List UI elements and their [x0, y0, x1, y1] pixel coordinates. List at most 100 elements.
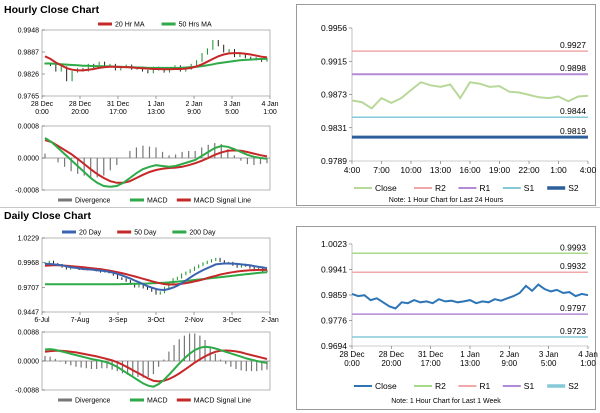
- daily-price-xtick-label: 6-Jul: [34, 317, 50, 324]
- daily-price-xtick-label: 3-Oct: [147, 317, 164, 324]
- daily-levels-xtick-label-time: 0:00: [344, 359, 360, 368]
- hourly-levels-xtick-label: 7:00: [373, 165, 390, 175]
- hourly-macd-macd-line: [44, 137, 268, 188]
- daily-levels-xtick-label-time: 9:00: [502, 359, 518, 368]
- hourly-levels-level-label-2: 0.9844: [560, 106, 586, 116]
- daily-levels-legend-label-1: R2: [435, 381, 446, 391]
- hourly-price-xtick-label: 1 Jan: [147, 101, 164, 108]
- hourly-levels-xtick-label: 22:00: [518, 165, 540, 175]
- daily-macd-legend-label-0: Divergence: [75, 398, 111, 405]
- hourly-levels-ytick-label: 0.9831: [321, 123, 347, 133]
- hourly-macd-ytick-label: 0.0000: [18, 156, 40, 163]
- daily-levels-frame: [296, 226, 596, 410]
- hourly-levels-xtick-label: 10:00: [400, 165, 422, 175]
- daily-levels-level-label-1: 0.9932: [560, 261, 586, 271]
- daily-levels-xtick-label-time: 17:00: [421, 359, 442, 368]
- daily-price-legend-label-0: 20 Day: [79, 230, 102, 237]
- hourly-price-xtick-label: 28 Dec: [31, 101, 54, 108]
- hourly-levels-legend-label-2: R1: [479, 183, 490, 193]
- hourly-levels-frame: [296, 4, 596, 206]
- hourly-levels-legend-label-4: S2: [568, 183, 579, 193]
- hourly-levels-note: Note: 1 Hour Chart for Last 24 Hours: [388, 197, 504, 204]
- daily-levels-xtick-label: 4 Jan: [578, 350, 598, 359]
- hourly-levels-level-label-3: 0.9819: [560, 126, 586, 136]
- daily-price-xtick-label: 3-Dec: [223, 317, 242, 324]
- hourly-levels-xtick-label: 4:00: [344, 165, 361, 175]
- hourly-price-xtick-label: 2 Jan: [185, 101, 202, 108]
- daily-levels-xtick-label: 2 Jan: [500, 350, 520, 359]
- daily-price-ma20-line: [45, 262, 268, 292]
- daily-levels-xtick-label-time: 5:00: [541, 359, 557, 368]
- hourly-macd-chart: 0.0008 0.0000 -0.0008 Divergence MACD MACD Si…: [15, 124, 271, 205]
- hourly-macd-legend-label-2: MACD Signal Line: [194, 198, 251, 205]
- daily-price-xtick-label: 2-Nov: [185, 317, 204, 324]
- hourly-levels-ytick-label: 0.9956: [321, 23, 347, 33]
- daily-macd-legend-label-1: MACD: [147, 398, 168, 405]
- hourly-price-xtick-label: 31 Dec: [107, 101, 130, 108]
- daily-macd-chart: 0.0088 0.0000 -0.0088 Divergence MACD MACD Si…: [15, 330, 271, 405]
- hourly-levels-xtick-label: 16:00: [459, 165, 481, 175]
- daily-levels-legend-label-4: S2: [568, 381, 579, 391]
- hourly-levels-ytick-label: 0.9915: [321, 56, 347, 66]
- daily-macd-ytick-label: 0.0000: [18, 359, 40, 366]
- daily-price-ytick-label: 0.9968: [18, 260, 40, 267]
- hourly-levels-ytick-label: 0.9789: [321, 156, 347, 166]
- hourly-heading: Hourly Close Chart: [4, 4, 100, 16]
- hourly-macd-legend-label-1: MACD: [147, 198, 168, 205]
- daily-levels-legend-label-3: S1: [524, 381, 535, 391]
- hourly-macd-ytick-label: 0.0008: [18, 124, 40, 131]
- daily-price-legend-label-1: 50 Day: [134, 230, 157, 237]
- hourly-price-xtick-label: 28 Dec: [69, 101, 92, 108]
- daily-levels-xtick-label-time: 20:00: [381, 359, 402, 368]
- hourly-price-xtick-label-time: 0:00: [35, 109, 49, 116]
- daily-levels-ytick-label: 1.0023: [321, 239, 347, 249]
- hourly-levels-level-label-1: 0.9898: [560, 63, 586, 73]
- daily-levels-ytick-label: 0.9694: [321, 341, 347, 351]
- hourly-price-xtick-label-time: 17:00: [109, 109, 127, 116]
- daily-levels-note: Note: 1 Hour Chart for Last 1 Week: [391, 398, 501, 405]
- daily-levels-xtick-label: 3 Jan: [539, 350, 559, 359]
- daily-levels-ytick-label: 0.9859: [321, 290, 347, 300]
- daily-levels-xtick-label: 28 Dec: [379, 350, 404, 359]
- daily-levels-xtick-label-time: 13:00: [460, 359, 481, 368]
- hourly-price-xtick-label: 4 Jan: [261, 101, 278, 108]
- hourly-price-ytick-label: 0.9887: [18, 50, 40, 57]
- daily-levels-xtick-label: 31 Dec: [418, 350, 443, 359]
- daily-levels-level-label-3: 0.9723: [560, 326, 586, 336]
- daily-levels-xtick-label: 1 Jan: [460, 350, 480, 359]
- daily-price-xtick-label: 3-Sep: [109, 317, 128, 324]
- hourly-levels-xtick-label: 13:00: [430, 165, 452, 175]
- hourly-price-xtick-label-time: 5:00: [225, 109, 239, 116]
- daily-price-ytick-label: 0.9707: [18, 285, 40, 292]
- hourly-levels-xtick-label: 1:00: [550, 165, 567, 175]
- hourly-price-xtick-label-time: 13:00: [147, 109, 165, 116]
- daily-levels-level-label-2: 0.9797: [560, 303, 586, 313]
- daily-price-ma50-line: [44, 264, 267, 286]
- hourly-price-ma50-line: [45, 57, 267, 69]
- hourly-levels-ytick-label: 0.9873: [321, 90, 347, 100]
- hourly-price-ytick-label: 0.9765: [18, 94, 40, 101]
- hourly-levels-xtick-label: 4:00: [580, 165, 597, 175]
- daily-levels-legend-label-2: R1: [479, 381, 490, 391]
- hourly-price-legend-label-0: 20 Hr MA: [115, 22, 145, 29]
- daily-levels-legend-label-0: Close: [375, 381, 397, 391]
- daily-levels-level-label-0: 0.9993: [560, 242, 586, 252]
- hourly-price-ytick-label: 0.9826: [18, 72, 40, 79]
- hourly-price-legend-label-1: 50 Hrs MA: [179, 22, 212, 29]
- daily-macd-ytick-label: -0.0088: [15, 388, 39, 395]
- daily-levels-xtick-label: 28 Dec: [339, 350, 364, 359]
- hourly-price-xtick-label-time: 1:00: [263, 109, 277, 116]
- daily-macd-macd-line: [44, 345, 268, 388]
- hourly-macd-ytick-label: -0.0008: [15, 188, 39, 195]
- hourly-macd-legend-label-0: Divergence: [75, 198, 111, 205]
- hourly-macd-signal-line: [44, 139, 268, 184]
- daily-levels-xtick-label-time: 1:00: [580, 359, 596, 368]
- hourly-price-xtick-label-time: 20:00: [71, 109, 89, 116]
- hourly-levels-close-line: [351, 81, 589, 110]
- daily-levels-close-line: [351, 283, 589, 310]
- daily-price-xtick-label: 7-Aug: [71, 317, 90, 324]
- daily-macd-signal-line: [44, 349, 268, 383]
